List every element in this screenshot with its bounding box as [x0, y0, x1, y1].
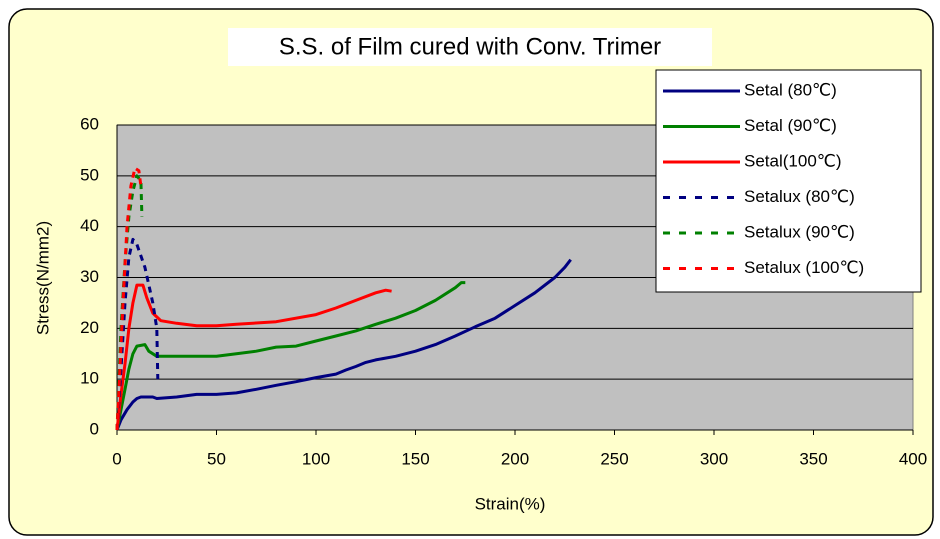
y-tick-label: 50: [80, 165, 99, 184]
series-line: [115, 258, 572, 431]
x-tick-label: 300: [700, 449, 728, 468]
x-tick-label: 400: [899, 449, 927, 468]
x-tick-label: 150: [401, 449, 429, 468]
legend-label: Setalux (90℃): [744, 222, 855, 241]
series-line: [115, 166, 143, 431]
legend-label: Setal (90℃): [744, 116, 837, 135]
x-axis-label: Strain(%): [475, 494, 546, 513]
title-box: [228, 28, 712, 66]
x-tick-label: 250: [600, 449, 628, 468]
y-tick-label: 60: [80, 114, 99, 133]
legend-label: Setalux (80℃): [744, 187, 855, 206]
x-tick-label: 100: [302, 449, 330, 468]
y-tick-label: 40: [80, 216, 99, 235]
y-tick-label: 10: [80, 369, 99, 388]
y-tick-label: 0: [90, 419, 99, 438]
x-tick-label: 350: [799, 449, 827, 468]
chart-title: S.S. of Film cured with Conv. Trimer: [279, 33, 661, 60]
y-tick-label: 20: [80, 318, 99, 337]
legend-box: [655, 69, 922, 293]
y-tick-label: 30: [80, 267, 99, 286]
x-tick-label: 0: [112, 449, 121, 468]
legend-label: Setalux (100℃): [744, 258, 864, 277]
legend-label: Setal(100℃): [744, 151, 842, 170]
series-line: [115, 283, 392, 431]
x-tick-label: 200: [501, 449, 529, 468]
series-line: [115, 281, 466, 431]
x-tick-label: 50: [207, 449, 226, 468]
legend-label: Setal (80℃): [744, 80, 837, 99]
y-axis-label: Stress(N/mm2): [33, 221, 52, 335]
